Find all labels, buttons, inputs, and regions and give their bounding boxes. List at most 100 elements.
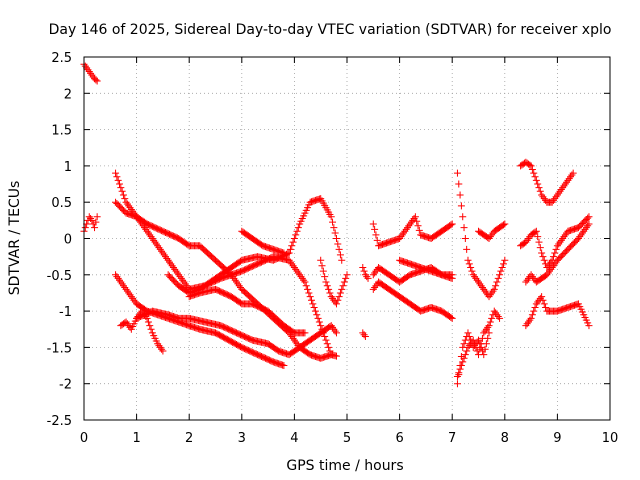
data-point xyxy=(292,231,300,239)
data-point xyxy=(329,294,337,302)
data-point xyxy=(460,224,468,232)
data-point xyxy=(325,285,333,293)
data-point xyxy=(493,311,501,319)
data-point xyxy=(155,342,163,350)
x-tick-label: 2 xyxy=(185,431,193,446)
data-point xyxy=(540,300,548,308)
data-point xyxy=(464,329,472,337)
data-point xyxy=(163,254,171,262)
data-point xyxy=(498,264,506,272)
data-point xyxy=(85,213,93,221)
data-point xyxy=(407,218,415,226)
data-point xyxy=(280,249,288,257)
y-tick-label: -1.5 xyxy=(47,341,72,356)
data-point xyxy=(553,242,561,250)
data-point xyxy=(330,325,338,333)
data-point xyxy=(159,249,167,257)
data-point xyxy=(480,351,488,359)
data-point xyxy=(372,231,380,239)
data-point xyxy=(119,191,127,199)
data-point xyxy=(490,285,498,293)
data-point xyxy=(171,265,179,273)
data-point xyxy=(522,238,530,246)
data-point xyxy=(471,273,479,281)
data-point xyxy=(126,204,134,212)
data-point xyxy=(453,372,461,380)
data-point xyxy=(556,238,564,246)
data-point xyxy=(527,271,535,279)
data-point xyxy=(484,334,492,342)
data-point xyxy=(567,173,575,181)
data-point xyxy=(494,274,502,282)
x-tick-label: 10 xyxy=(602,431,619,446)
data-point xyxy=(584,222,592,230)
data-point xyxy=(305,289,313,297)
data-point xyxy=(326,289,334,297)
data-point xyxy=(476,340,484,348)
data-point xyxy=(536,187,544,195)
x-tick-label: 7 xyxy=(448,431,456,446)
data-point xyxy=(501,256,509,264)
data-point xyxy=(549,196,557,204)
data-point xyxy=(323,282,331,290)
data-point xyxy=(280,362,288,370)
data-series-Q xyxy=(396,256,456,282)
data-point xyxy=(553,191,561,199)
data-point xyxy=(371,225,379,233)
data-point xyxy=(532,227,540,235)
data-point xyxy=(531,228,539,236)
data-point xyxy=(147,233,155,241)
y-axis-title: SDTVAR / TECUs xyxy=(7,181,23,296)
data-point xyxy=(338,285,346,293)
data-point xyxy=(369,285,377,293)
data-point xyxy=(496,314,504,322)
data-point xyxy=(289,334,297,342)
data-point xyxy=(556,187,564,195)
data-point xyxy=(327,293,335,301)
data-point xyxy=(478,284,486,292)
data-point xyxy=(577,231,585,239)
data-point xyxy=(117,184,125,192)
data-point xyxy=(534,233,542,241)
data-point xyxy=(113,173,121,181)
data-point xyxy=(540,195,548,203)
data-point xyxy=(123,200,131,208)
data-point xyxy=(332,352,340,360)
data-point xyxy=(459,343,467,351)
data-point xyxy=(321,273,329,281)
data-point xyxy=(122,198,130,206)
data-point xyxy=(125,289,133,297)
data-point xyxy=(323,340,331,348)
data-point xyxy=(293,267,301,275)
data-point xyxy=(536,244,544,252)
data-point xyxy=(325,343,333,351)
data-point xyxy=(489,287,497,295)
data-point xyxy=(481,327,489,335)
y-tick-label: 0.5 xyxy=(51,196,72,211)
data-point xyxy=(359,264,367,272)
data-point xyxy=(477,343,485,351)
data-point xyxy=(123,287,131,295)
data-point xyxy=(526,316,534,324)
data-point xyxy=(532,300,540,308)
data-point xyxy=(116,276,124,284)
data-point xyxy=(114,274,122,282)
data-point xyxy=(447,221,455,229)
data-point xyxy=(84,66,92,74)
data-point xyxy=(311,307,319,315)
data-point xyxy=(294,269,302,277)
data-point xyxy=(585,213,593,221)
data-point xyxy=(561,180,569,188)
data-point xyxy=(121,284,129,292)
data-point xyxy=(534,298,542,306)
data-point xyxy=(555,240,563,248)
data-point xyxy=(459,358,467,366)
data-point xyxy=(327,322,335,330)
data-point xyxy=(92,76,100,84)
data-point xyxy=(465,333,473,341)
data-point xyxy=(126,291,134,299)
data-point xyxy=(361,333,369,341)
data-point xyxy=(118,280,126,288)
data-point xyxy=(488,231,496,239)
data-point xyxy=(317,256,325,264)
